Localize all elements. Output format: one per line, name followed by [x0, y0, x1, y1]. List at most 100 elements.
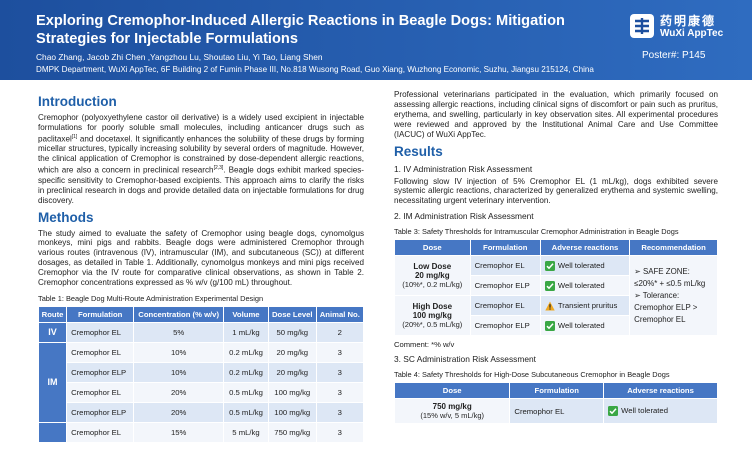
section-heading: Results [394, 143, 443, 159]
recommendation-line: Cremophor EL [634, 314, 686, 324]
table-cell: 0.5 mL/kg [223, 401, 269, 423]
affiliation: DMPK Department, WuXi AppTec, 6F Buildin… [36, 65, 594, 74]
table-cell: 1 mL/kg [223, 321, 269, 343]
recommendation-line: ➢ Tolerance: [634, 290, 680, 300]
table-cell: 3 [315, 361, 364, 383]
reaction: Well tolerated [557, 280, 605, 290]
table-cell: 10% [133, 341, 225, 363]
logo-mark [630, 14, 654, 38]
table-cell: 20 mg/kg [267, 341, 317, 363]
header: Exploring Cremophor-Induced Allergic Rea… [0, 0, 752, 80]
formulation-cell: Cremophor EL [469, 295, 541, 317]
table-header: Route Formulation Concentration (% w/v) Vol… [38, 305, 364, 323]
header-cell: Dose [394, 239, 471, 257]
dose-name: High Dose [412, 302, 453, 312]
subheading: 1. IV Administration Risk Assessment [394, 163, 533, 174]
table-cell: Cremophor ELP [66, 401, 135, 423]
route-cell: IM [38, 341, 68, 423]
table: Dose Formulation Adverse reactions 750 mg/k… [394, 382, 718, 425]
table-cell: Cremophor EL [66, 381, 135, 403]
table-cell: 3 [315, 421, 364, 443]
header-cell: Concentration (% w/v) [133, 305, 225, 323]
table-caption: Table 1: Beagle Dog Multi-Route Administ… [38, 293, 264, 303]
table-cell: 100 mg/kg [267, 381, 317, 403]
table-row: IV Cremophor EL 5% 1 mL/kg 50 mg/kg 2 [38, 321, 364, 343]
logo-cn: 药明康德 [660, 14, 717, 28]
intro-segment: and docetaxel. It significantly enhances… [38, 134, 364, 175]
recommendation-line: Cremophor ELP > [634, 302, 698, 312]
table-row: IM Cremophor EL 10% 0.2 mL/kg 20 mg/kg 3 [38, 341, 364, 423]
header-cell: Adverse reactions [603, 382, 718, 400]
table-cell: 15% [133, 421, 225, 443]
header-cell: Adverse reactions [539, 239, 631, 257]
table-cell: 0.2 mL/kg [223, 341, 269, 363]
reaction: Well tolerated [621, 406, 668, 416]
right-column: Professional veterinarians participated … [394, 90, 718, 470]
header-cell: Route [38, 305, 68, 323]
dose-cell: 750 mg/kg (15% w/v, 5 mL/kg) [394, 398, 511, 425]
header-cell: Recommendation [629, 239, 718, 257]
logo-en: WuXi AppTec [660, 28, 724, 39]
dose-cell: High Dose 100 mg/kg (20%*, 0.5 mL/kg) [394, 295, 471, 337]
intro-text: Cremophor (polyoxyethylene castor oil de… [38, 113, 364, 206]
table-cell: 20 mg/kg [267, 361, 317, 383]
table-cell: 5% [133, 321, 225, 343]
table-cell: 50 mg/kg [267, 321, 317, 343]
table-cell: 100 mg/kg [267, 401, 317, 423]
table-cell: 2 [315, 321, 364, 343]
intro-segment: . Beagle dogs exhibit marked species-spe… [38, 165, 364, 205]
table-header: Dose Formulation Adverse reactions Recommen… [394, 239, 718, 257]
warning-icon [545, 301, 555, 311]
table-cell: 5 mL/kg [223, 421, 269, 443]
check-icon [544, 280, 555, 291]
dose-detail: (10%*, 0.2 mL/kg) [402, 280, 463, 290]
check-icon [608, 406, 619, 417]
dose-detail: (15% w/v, 5 mL/kg) [420, 411, 485, 421]
table-cell: Cremophor EL [66, 341, 135, 363]
table-row: 750 mg/kg (15% w/v, 5 mL/kg) Cremophor EL W… [394, 398, 718, 425]
authors: Chao Zhang, Jacob Zhi Chen ,Yangzhou Lu,… [36, 52, 323, 62]
route-cell [38, 421, 68, 443]
intro-segment: [2,3] [213, 165, 224, 172]
reaction-cell: Well tolerated [539, 255, 631, 277]
recommendation-line: ≤20%* + ≤0.5 mL/kg [634, 278, 706, 288]
table-cell: 0.5 mL/kg [223, 381, 269, 403]
dose-name: Low Dose [413, 262, 452, 272]
header-cell: Volume [223, 305, 269, 323]
header-cell: Dose [394, 382, 511, 400]
table-cell: 750 mg/kg [267, 421, 317, 443]
table-cell: 10% [133, 361, 225, 383]
section-heading: Introduction [38, 94, 117, 109]
table-cell: 0.2 mL/kg [223, 361, 269, 383]
table-cell: Cremophor ELP [66, 361, 135, 383]
formulation-cell: Cremophor ELP [469, 275, 541, 297]
table-header: Dose Formulation Adverse reactions [394, 382, 718, 400]
table-caption: Table 4: Safety Thresholds for High-Dose… [394, 370, 670, 380]
reaction-cell: Well tolerated [539, 275, 631, 297]
methods-text: Professional veterinarians participated … [394, 90, 718, 139]
table-row: Cremophor ELP 20% 0.5 mL/kg 100 mg/kg 3 [39, 401, 364, 423]
table-row: Cremophor EL 15% 5 mL/kg 750 mg/kg 3 [38, 421, 364, 443]
left-column: Introduction Cremophor (polyoxyethylene … [38, 90, 364, 470]
poster-number: Poster#: P145 [642, 50, 706, 61]
table-cell: Cremophor EL [66, 321, 135, 343]
header-cell: Formulation [66, 305, 135, 323]
comment: Comment: *% w/v [394, 340, 455, 350]
dose-level: 750 mg/kg [432, 402, 472, 412]
formulation-cell: Cremophor EL [469, 255, 541, 277]
reaction: Well tolerated [557, 260, 605, 270]
dose-level: 100 mg/kg [412, 311, 452, 321]
table: Dose Formulation Adverse reactions Recommen… [394, 239, 718, 337]
table-row: Low Dose 20 mg/kg (10%*, 0.2 mL/kg) Cremoph… [394, 255, 718, 337]
section-heading: Methods [38, 209, 94, 225]
intro-segment: [1] [71, 133, 78, 140]
table-cell: 3 [315, 381, 364, 403]
formulation-cell: Cremophor ELP [469, 315, 541, 337]
table-cell: 20% [133, 401, 225, 423]
formulation-cell: Cremophor EL [509, 398, 605, 425]
check-icon [544, 320, 555, 331]
check-icon [544, 260, 555, 271]
dose-cell: Low Dose 20 mg/kg (10%*, 0.2 mL/kg) [394, 255, 471, 297]
reaction-cell: Well tolerated [603, 398, 718, 425]
